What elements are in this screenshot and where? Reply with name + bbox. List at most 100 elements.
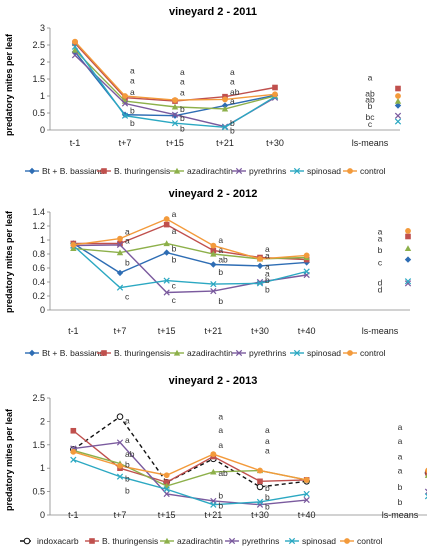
series-line (72, 430, 307, 483)
data-point (117, 235, 123, 242)
significance-letter: a (125, 227, 130, 237)
legend-label: azadirachtin (187, 348, 233, 358)
significance-letter: b (172, 255, 177, 265)
x-tick-label-ls-means: ls-means (352, 138, 389, 148)
data-point (172, 97, 178, 103)
significance-letter: a (265, 436, 270, 446)
ls-significance-letter: a (378, 234, 383, 244)
ls-mean-point (395, 85, 401, 92)
y-tick-label: 3 (40, 23, 45, 33)
ls-significance-letter: d (378, 278, 383, 288)
y-tick-label: 0.5 (32, 108, 45, 118)
legend-marker (28, 349, 36, 357)
y-tick-label: 2.5 (32, 40, 45, 50)
data-point (116, 413, 124, 421)
data-point (163, 216, 170, 222)
ls-significance-letter: a (398, 466, 403, 476)
y-tick-label: 1.5 (32, 74, 45, 84)
ls-mean-point (394, 118, 402, 125)
data-point (117, 240, 123, 247)
data-point (303, 268, 310, 275)
chart-title: vineyard 2 - 2012 (169, 188, 258, 200)
data-point (256, 262, 264, 270)
ls-significance-letter: b (398, 482, 403, 492)
data-point (163, 240, 170, 247)
data-point (70, 242, 77, 248)
chart-panel-2012: vineyard 2 - 2012 predatory mites per le… (4, 188, 412, 358)
data-point (303, 252, 310, 259)
data-point (116, 241, 124, 249)
significance-letter: b (230, 126, 235, 136)
data-point (163, 249, 170, 256)
significance-letter: b (265, 502, 270, 512)
significance-letter: a (218, 235, 223, 245)
y-tick-label: 0.8 (32, 249, 45, 259)
legend-label: indoxacarb (37, 536, 79, 546)
ls-significance-letter: b (398, 497, 403, 507)
data-point (171, 112, 179, 119)
series-line (73, 242, 307, 260)
significance-letter: c (172, 295, 177, 305)
significance-letter: a (218, 425, 223, 435)
data-point (221, 102, 229, 109)
legend-label: B. thuringensis (114, 166, 170, 176)
ls-mean-point (404, 245, 412, 251)
series-line (72, 242, 307, 274)
significance-letter: a (265, 445, 270, 455)
y-tick-label: 0.4 (32, 277, 45, 287)
data-point (71, 52, 79, 59)
significance-letter: b (230, 118, 235, 128)
data-point (171, 103, 179, 110)
y-tick-label: 2 (40, 416, 45, 426)
significance-letter: b (218, 267, 223, 277)
data-point (70, 448, 77, 455)
series-line (73, 223, 307, 261)
x-tick-label: t-1 (68, 326, 79, 336)
ls-mean-point (405, 233, 411, 240)
significance-letter: a (230, 77, 235, 87)
y-tick-label: 1 (40, 463, 45, 473)
legend-marker (344, 538, 350, 544)
ls-significance-letter: b (368, 101, 373, 111)
legend-label: pyrethrins (249, 166, 286, 176)
data-point (163, 479, 170, 486)
significance-letter: a (230, 67, 235, 77)
significance-letter: b (265, 492, 270, 502)
series-line (73, 218, 307, 260)
x-tick-label: t+21 (216, 138, 234, 148)
ls-significance-letter: a (378, 227, 383, 237)
data-point (171, 120, 179, 127)
data-point (221, 124, 229, 131)
legend-marker (293, 167, 301, 175)
ls-mean-point (395, 93, 401, 99)
legend-marker (23, 537, 31, 545)
x-tick-label: t+30 (251, 510, 269, 520)
series-line (74, 42, 276, 102)
data-point (222, 96, 228, 103)
chart-panel-2011: vineyard 2 - 2011 predatory mites per le… (4, 6, 402, 176)
ls-significance-letter: d (378, 285, 383, 295)
significance-letter: c (172, 281, 177, 291)
x-tick-label-ls-means: ls-means (382, 510, 419, 520)
data-point (303, 496, 310, 504)
significance-letter: b (265, 285, 270, 295)
legend-marker (28, 167, 36, 175)
legend-marker (347, 168, 353, 174)
data-point (272, 84, 278, 91)
x-tick-label: t+15 (158, 510, 176, 520)
data-point (71, 46, 79, 53)
legend-label: B. thuringensis (114, 348, 170, 358)
legend-marker (101, 350, 107, 356)
significance-letter: b (265, 275, 270, 285)
legend-label: azadirachtin (177, 536, 223, 546)
data-point (116, 473, 124, 480)
significance-letter: b (125, 257, 130, 267)
significance-letter: a (265, 244, 270, 254)
significance-letter: ab (125, 449, 135, 459)
data-point (163, 289, 170, 296)
ls-significance-letter: a (398, 452, 403, 462)
significance-letter: b (125, 473, 130, 483)
x-tick-label: t+40 (298, 510, 316, 520)
significance-letter: c (125, 292, 130, 302)
legend-marker (163, 537, 171, 544)
